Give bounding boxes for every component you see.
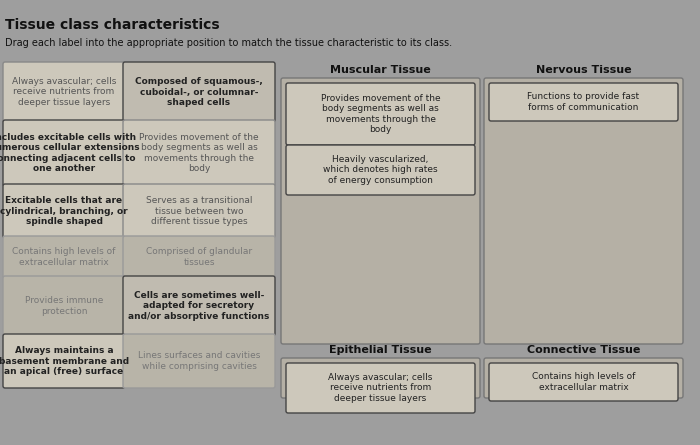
FancyBboxPatch shape: [3, 334, 125, 388]
Text: Muscular Tissue: Muscular Tissue: [330, 65, 431, 75]
Text: Provides movement of the
body segments as well as
movements through the
body: Provides movement of the body segments a…: [321, 94, 440, 134]
FancyBboxPatch shape: [3, 120, 125, 186]
FancyBboxPatch shape: [286, 145, 475, 195]
FancyBboxPatch shape: [281, 358, 480, 398]
Text: Provides movement of the
body segments as well as
movements through the
body: Provides movement of the body segments a…: [139, 133, 259, 173]
Text: Composed of squamous-,
cuboidal-, or columnar-
shaped cells: Composed of squamous-, cuboidal-, or col…: [135, 77, 263, 107]
FancyBboxPatch shape: [123, 62, 275, 122]
FancyBboxPatch shape: [484, 78, 683, 344]
Text: Serves as a transitional
tissue between two
different tissue types: Serves as a transitional tissue between …: [146, 196, 252, 226]
Text: Cells are sometimes well-
adapted for secretory
and/or absorptive functions: Cells are sometimes well- adapted for se…: [128, 291, 270, 321]
Text: Always avascular; cells
receive nutrients from
deeper tissue layers: Always avascular; cells receive nutrient…: [12, 77, 116, 107]
FancyBboxPatch shape: [3, 236, 125, 278]
FancyBboxPatch shape: [489, 363, 678, 401]
Text: Functions to provide fast
forms of communication: Functions to provide fast forms of commu…: [527, 92, 640, 112]
FancyBboxPatch shape: [3, 62, 125, 122]
Text: Always maintains a
basement membrane and
an apical (free) surface: Always maintains a basement membrane and…: [0, 346, 129, 376]
Text: Includes excitable cells with
numerous cellular extensions
connecting adjacent c: Includes excitable cells with numerous c…: [0, 133, 139, 173]
FancyBboxPatch shape: [3, 276, 125, 336]
Text: Excitable cells that are
cylindrical, branching, or
spindle shaped: Excitable cells that are cylindrical, br…: [0, 196, 128, 226]
Text: Lines surfaces and cavities
while comprising cavities: Lines surfaces and cavities while compri…: [138, 351, 260, 371]
Text: Tissue class characteristics: Tissue class characteristics: [5, 18, 220, 32]
FancyBboxPatch shape: [489, 83, 678, 121]
Text: Epithelial Tissue: Epithelial Tissue: [329, 345, 432, 355]
Text: Contains high levels of
extracellular matrix: Contains high levels of extracellular ma…: [13, 247, 116, 267]
Text: Comprised of glandular
tissues: Comprised of glandular tissues: [146, 247, 252, 267]
Text: Drag each label into the appropriate position to match the tissue characteristic: Drag each label into the appropriate pos…: [5, 38, 452, 48]
Text: Contains high levels of
extracellular matrix: Contains high levels of extracellular ma…: [532, 372, 635, 392]
FancyBboxPatch shape: [123, 120, 275, 186]
Text: Provides immune
protection: Provides immune protection: [25, 296, 103, 316]
FancyBboxPatch shape: [123, 184, 275, 238]
FancyBboxPatch shape: [3, 184, 125, 238]
Text: Always avascular; cells
receive nutrients from
deeper tissue layers: Always avascular; cells receive nutrient…: [328, 373, 433, 403]
FancyBboxPatch shape: [123, 334, 275, 388]
FancyBboxPatch shape: [286, 363, 475, 413]
Text: Connective Tissue: Connective Tissue: [527, 345, 640, 355]
Text: Heavily vascularized,
which denotes high rates
of energy consumption: Heavily vascularized, which denotes high…: [323, 155, 438, 185]
FancyBboxPatch shape: [123, 236, 275, 278]
FancyBboxPatch shape: [484, 358, 683, 398]
FancyBboxPatch shape: [123, 276, 275, 336]
FancyBboxPatch shape: [281, 78, 480, 344]
FancyBboxPatch shape: [286, 83, 475, 145]
Text: Nervous Tissue: Nervous Tissue: [536, 65, 631, 75]
